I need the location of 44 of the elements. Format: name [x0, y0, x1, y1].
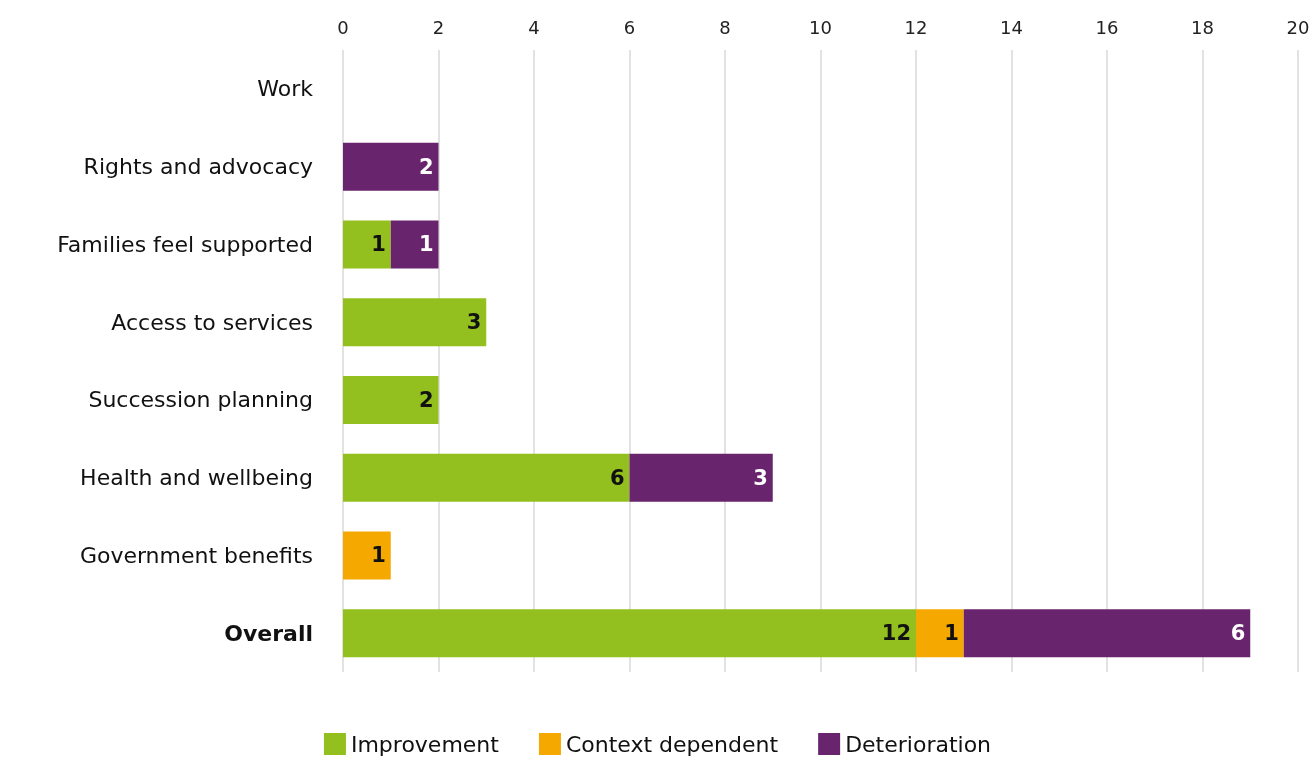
- x-tick-label: 6: [623, 16, 636, 38]
- bar: [343, 220, 391, 269]
- y-tick-label: Access to services: [111, 309, 313, 335]
- data-label: 2: [418, 387, 434, 412]
- y-tick-label: Overall: [224, 620, 313, 646]
- data-label: 1: [371, 232, 386, 257]
- data-label: 6: [609, 465, 625, 490]
- x-tick-label: 12: [904, 16, 928, 38]
- bar: [963, 609, 1251, 658]
- bar: [343, 531, 391, 580]
- x-tick-label: 14: [1000, 16, 1023, 38]
- x-tick-label: 0: [337, 16, 349, 38]
- data-label: 2: [418, 154, 434, 179]
- bar: [343, 298, 487, 347]
- y-tick-label: Government benefits: [79, 542, 313, 568]
- x-tick-label: 4: [528, 16, 540, 38]
- bar: [916, 609, 964, 658]
- y-tick-label: Succession planning: [88, 387, 313, 413]
- legend-label: Context dependent: [565, 731, 779, 757]
- y-tick-label: Rights and advocacy: [83, 154, 313, 180]
- data-label: 1: [418, 232, 434, 257]
- data-label: 1: [944, 621, 959, 646]
- y-tick-label: Health and wellbeing: [80, 465, 313, 491]
- bar: [343, 375, 439, 424]
- x-tick-label: 10: [809, 16, 832, 38]
- bar: [629, 453, 773, 502]
- legend-label: Deterioration: [845, 731, 992, 757]
- x-tick-label: 18: [1191, 16, 1214, 38]
- x-tick-label: 2: [432, 16, 445, 38]
- x-tick-label: 8: [719, 16, 731, 38]
- data-label: 3: [466, 310, 482, 335]
- y-tick-label: Work: [257, 76, 314, 102]
- data-label: 3: [753, 465, 768, 490]
- bar: [343, 453, 630, 502]
- x-tick-label: 20: [1286, 16, 1310, 38]
- data-label: 1: [371, 543, 386, 568]
- data-label: 6: [1230, 621, 1246, 646]
- y-tick-label: Families feel supported: [57, 231, 313, 257]
- data-label: 12: [881, 621, 911, 646]
- legend-label: Improvement: [350, 731, 500, 757]
- bar: [343, 142, 439, 191]
- x-tick-label: 16: [1095, 16, 1119, 38]
- bar: [343, 609, 916, 658]
- bar: [390, 220, 439, 269]
